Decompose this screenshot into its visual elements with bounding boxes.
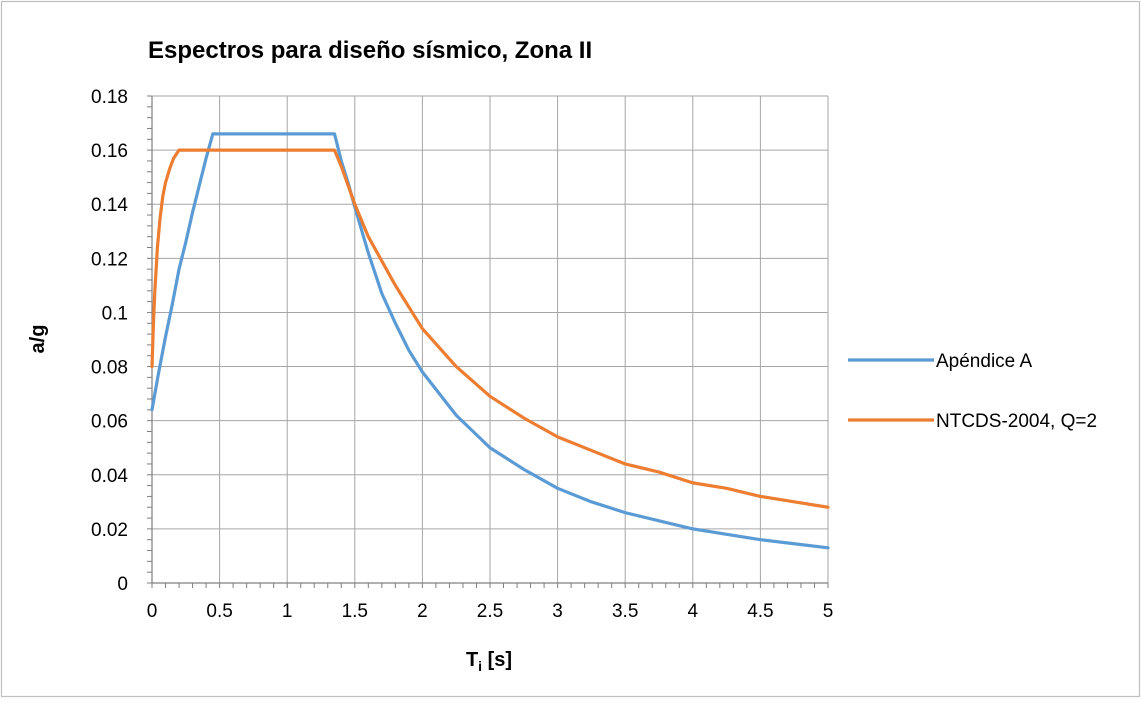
y-tick-label: 0.08 <box>91 358 128 379</box>
x-tick-label: 4.5 <box>747 601 773 622</box>
x-tick-label: 0.5 <box>206 601 232 622</box>
legend-label-1: Apéndice A <box>936 351 1032 372</box>
y-tick-label: 0.12 <box>91 249 128 270</box>
y-tick-label: 0.18 <box>91 87 128 108</box>
x-tick-label: 2.5 <box>477 601 503 622</box>
x-tick-label: 1 <box>282 601 293 622</box>
y-tick-label: 0.04 <box>91 466 128 487</box>
legend: Apéndice A NTCDS-2004, Q=2 <box>848 351 1097 432</box>
series-layer <box>150 132 830 550</box>
x-axis-title: Ti [s] <box>466 649 512 674</box>
x-tick-label: 3 <box>552 601 563 622</box>
x-axis-title-sub: i <box>478 658 482 674</box>
x-tick-label: 5 <box>823 601 834 622</box>
tick-label-layer: 0 0.5 1 1.5 2 2.5 3 3.5 4 4.5 5 0 0.02 0.04 0.06 0.08 0.… <box>91 87 833 622</box>
x-axis-title-main: T <box>466 649 478 671</box>
grid-layer <box>152 95 829 583</box>
x-tick-label: 2 <box>417 601 428 622</box>
legend-label-2: NTCDS-2004, Q=2 <box>936 411 1097 432</box>
y-tick-label: 0.16 <box>91 141 128 162</box>
x-axis-title-rest: [s] <box>482 649 512 671</box>
chart-title: Espectros para diseño sísmico, Zona II <box>148 37 592 64</box>
x-tick-label: 0 <box>147 601 158 622</box>
y-tick-label: 0.06 <box>91 412 128 433</box>
y-tick-label: 0 <box>117 574 128 595</box>
x-tick-label: 4 <box>688 601 699 622</box>
axis-layer <box>147 95 829 588</box>
y-tick-label: 0.02 <box>91 520 128 541</box>
y-axis-title: a/g <box>27 325 49 354</box>
y-tick-label: 0.1 <box>102 303 128 324</box>
x-tick-label: 3.5 <box>612 601 638 622</box>
x-tick-label: 1.5 <box>342 601 368 622</box>
y-tick-label: 0.14 <box>91 195 128 216</box>
series-line-2 <box>150 148 830 509</box>
